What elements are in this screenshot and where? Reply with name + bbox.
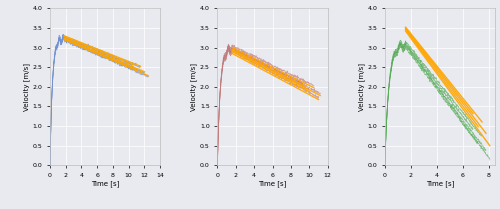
X-axis label: Time [s]: Time [s] (91, 181, 120, 187)
Y-axis label: Velocity [m/s]: Velocity [m/s] (190, 63, 197, 111)
Y-axis label: Velocity [m/s]: Velocity [m/s] (358, 63, 364, 111)
X-axis label: Time [s]: Time [s] (258, 181, 286, 187)
X-axis label: Time [s]: Time [s] (426, 181, 454, 187)
Y-axis label: Velocity [m/s]: Velocity [m/s] (23, 63, 30, 111)
